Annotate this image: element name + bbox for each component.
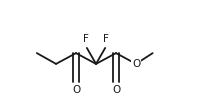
Text: F: F — [83, 34, 89, 44]
Text: F: F — [103, 34, 109, 44]
Text: O: O — [132, 59, 140, 69]
Text: O: O — [112, 85, 120, 95]
Text: O: O — [72, 85, 80, 95]
